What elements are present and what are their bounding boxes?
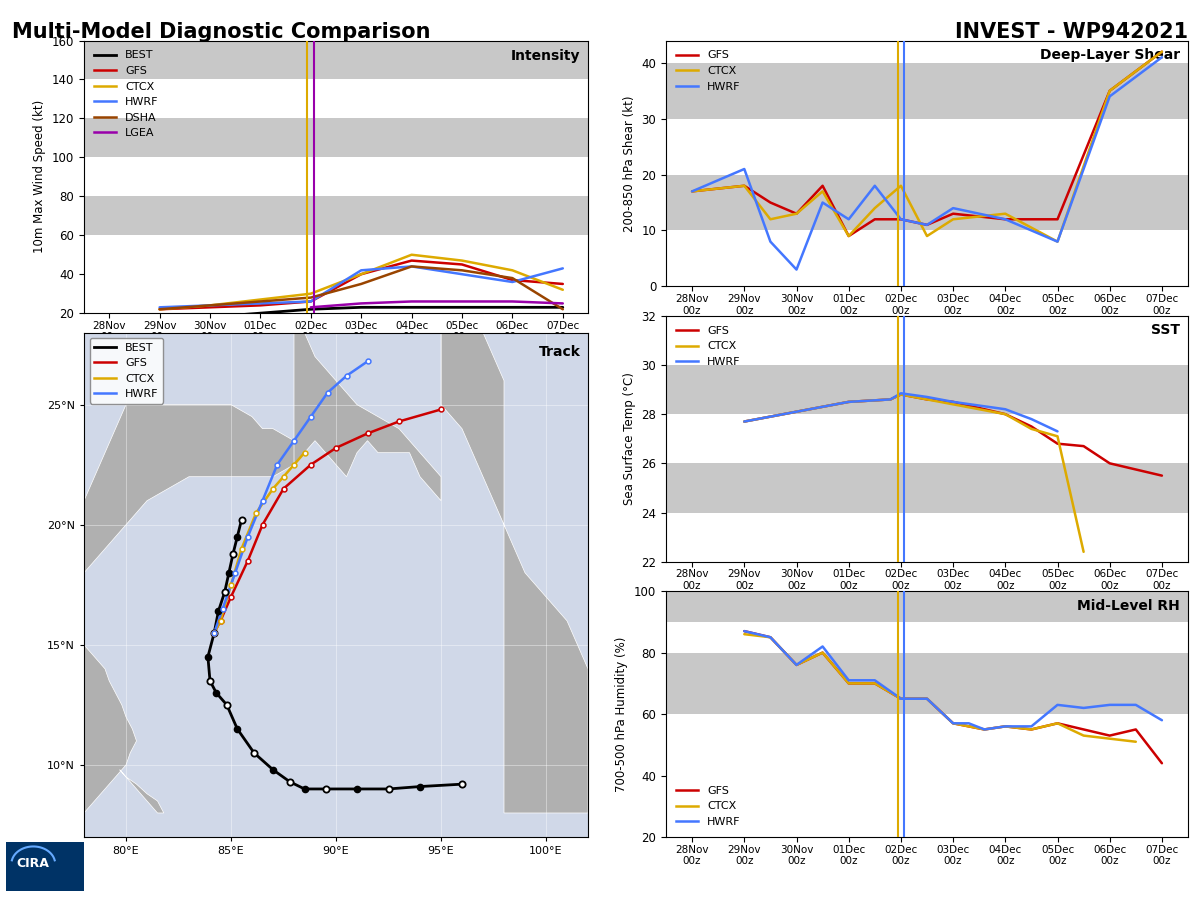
Y-axis label: Sea Surface Temp (°C): Sea Surface Temp (°C) xyxy=(623,373,636,505)
Bar xyxy=(84,119,588,158)
Bar xyxy=(666,175,1188,230)
Legend: BEST, GFS, CTCX, HWRF: BEST, GFS, CTCX, HWRF xyxy=(90,338,163,404)
Legend: GFS, CTCX, HWRF: GFS, CTCX, HWRF xyxy=(672,46,745,96)
Y-axis label: 700-500 hPa Humidity (%): 700-500 hPa Humidity (%) xyxy=(616,636,629,792)
Text: SST: SST xyxy=(1151,323,1180,338)
Bar xyxy=(84,40,588,79)
Legend: GFS, CTCX, HWRF: GFS, CTCX, HWRF xyxy=(672,781,745,832)
Polygon shape xyxy=(67,405,305,813)
Polygon shape xyxy=(294,333,442,500)
Text: Intensity: Intensity xyxy=(511,49,581,63)
Polygon shape xyxy=(442,333,588,813)
Text: Mid-Level RH: Mid-Level RH xyxy=(1078,598,1180,613)
Bar xyxy=(666,464,1188,512)
Legend: GFS, CTCX, HWRF: GFS, CTCX, HWRF xyxy=(672,321,745,372)
Text: CIRA: CIRA xyxy=(17,858,49,870)
Legend: BEST, GFS, CTCX, HWRF, DSHA, LGEA: BEST, GFS, CTCX, HWRF, DSHA, LGEA xyxy=(90,46,163,143)
Text: Track: Track xyxy=(539,346,581,359)
Y-axis label: 200-850 hPa Shear (kt): 200-850 hPa Shear (kt) xyxy=(623,95,636,231)
Bar xyxy=(666,63,1188,119)
Polygon shape xyxy=(120,770,163,813)
Y-axis label: 10m Max Wind Speed (kt): 10m Max Wind Speed (kt) xyxy=(34,100,47,254)
Bar xyxy=(666,591,1188,622)
Text: Deep-Layer Shear: Deep-Layer Shear xyxy=(1040,48,1180,62)
Bar xyxy=(666,365,1188,414)
Bar xyxy=(666,652,1188,714)
Bar xyxy=(84,196,588,235)
Text: Multi-Model Diagnostic Comparison: Multi-Model Diagnostic Comparison xyxy=(12,22,431,42)
Text: INVEST - WP942021: INVEST - WP942021 xyxy=(955,22,1188,42)
